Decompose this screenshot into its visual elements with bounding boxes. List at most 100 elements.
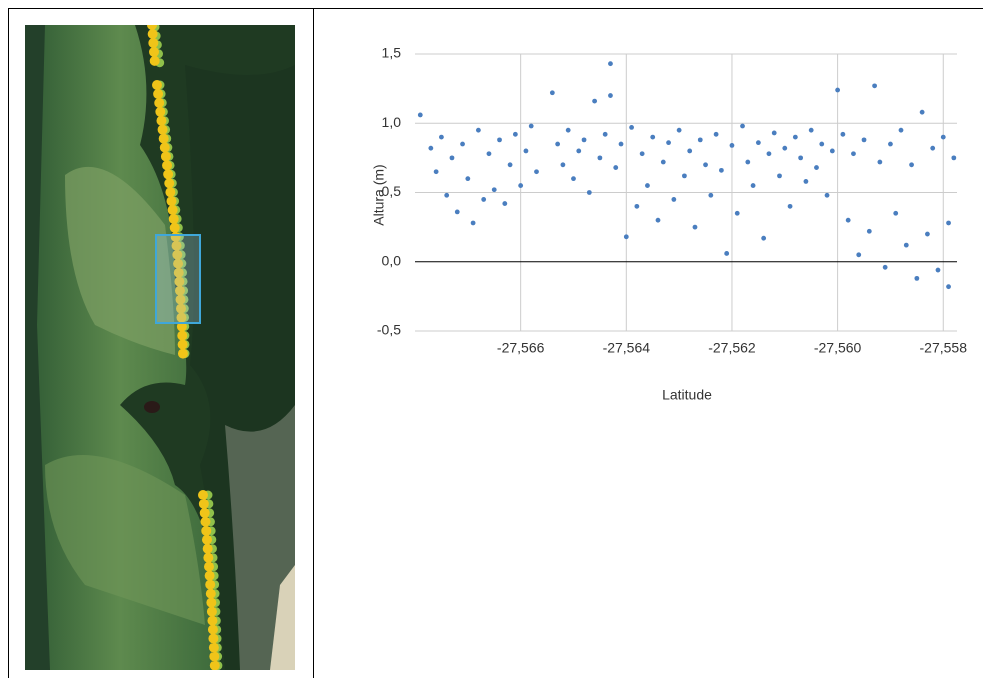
data-point <box>613 165 618 170</box>
data-point <box>708 193 713 198</box>
data-point <box>524 149 529 154</box>
data-point <box>650 135 655 140</box>
data-point <box>798 155 803 160</box>
x-axis-title: Latitude <box>662 387 712 403</box>
data-point <box>460 142 465 147</box>
data-point <box>883 265 888 270</box>
data-point <box>645 183 650 188</box>
data-point <box>455 209 460 214</box>
data-point <box>714 132 719 137</box>
x-tick-label: -27,562 <box>708 340 756 356</box>
data-point <box>666 140 671 145</box>
data-point <box>566 128 571 133</box>
data-point <box>724 251 729 256</box>
data-point <box>930 146 935 151</box>
data-point <box>634 204 639 209</box>
data-point <box>682 173 687 178</box>
data-point <box>693 225 698 230</box>
data-point <box>909 162 914 167</box>
data-point <box>481 197 486 202</box>
data-point <box>418 113 423 118</box>
data-point <box>439 135 444 140</box>
x-tick-label: -27,560 <box>814 340 862 356</box>
data-point <box>809 128 814 133</box>
data-point <box>571 176 576 181</box>
data-point <box>936 268 941 273</box>
data-point <box>735 211 740 216</box>
data-point <box>819 142 824 147</box>
data-point <box>640 151 645 156</box>
data-point <box>555 142 560 147</box>
data-point <box>788 204 793 209</box>
data-point <box>444 193 449 198</box>
data-point <box>804 179 809 184</box>
data-point <box>576 149 581 154</box>
data-point <box>592 99 597 104</box>
data-point <box>492 187 497 192</box>
data-point <box>751 183 756 188</box>
data-point <box>914 276 919 281</box>
data-point <box>534 169 539 174</box>
data-point <box>893 211 898 216</box>
y-tick-label: 1,5 <box>382 45 402 61</box>
data-point <box>862 137 867 142</box>
data-point <box>656 218 661 223</box>
data-point <box>946 221 951 226</box>
data-point <box>835 88 840 93</box>
data-point <box>677 128 682 133</box>
y-tick-label: -0,5 <box>377 322 401 338</box>
data-point <box>671 197 676 202</box>
data-point <box>434 169 439 174</box>
data-point <box>899 128 904 133</box>
data-point <box>761 236 766 241</box>
data-point <box>872 83 877 88</box>
data-point <box>888 142 893 147</box>
data-point <box>487 151 492 156</box>
data-point <box>825 193 830 198</box>
data-point <box>687 149 692 154</box>
y-tick-label: 0,0 <box>382 252 402 268</box>
data-point <box>920 110 925 115</box>
data-point <box>661 160 666 165</box>
data-point <box>619 142 624 147</box>
data-point <box>745 160 750 165</box>
x-tick-label: -27,566 <box>497 340 545 356</box>
data-point <box>529 124 534 129</box>
data-point <box>703 162 708 167</box>
data-point <box>951 155 956 160</box>
data-point <box>465 176 470 181</box>
data-point <box>597 155 602 160</box>
data-point <box>856 252 861 257</box>
data-point <box>830 149 835 154</box>
data-point <box>777 173 782 178</box>
chart: Altura (m) Latitude -0,50,00,51,01,5-27,… <box>314 9 983 678</box>
data-point <box>840 132 845 137</box>
data-point <box>719 168 724 173</box>
data-point <box>603 132 608 137</box>
data-point <box>608 93 613 98</box>
data-point <box>793 135 798 140</box>
data-point <box>904 243 909 248</box>
data-point <box>851 151 856 156</box>
data-point <box>756 140 761 145</box>
data-point <box>518 183 523 188</box>
x-tick-label: -27,564 <box>603 340 651 356</box>
data-point <box>513 132 518 137</box>
data-point <box>561 162 566 167</box>
data-point <box>877 160 882 165</box>
data-point <box>867 229 872 234</box>
y-tick-label: 1,0 <box>382 114 402 130</box>
data-point <box>772 131 777 136</box>
data-point <box>428 146 433 151</box>
data-point <box>471 221 476 226</box>
data-point <box>450 155 455 160</box>
page: {"chart_data": {"type": "scatter", "x_la… <box>0 0 983 678</box>
data-point <box>946 284 951 289</box>
data-point <box>497 137 502 142</box>
data-point <box>550 90 555 95</box>
data-point <box>941 135 946 140</box>
data-point <box>730 143 735 148</box>
satellite-image <box>25 25 295 670</box>
data-point <box>608 61 613 66</box>
data-point <box>767 151 772 156</box>
